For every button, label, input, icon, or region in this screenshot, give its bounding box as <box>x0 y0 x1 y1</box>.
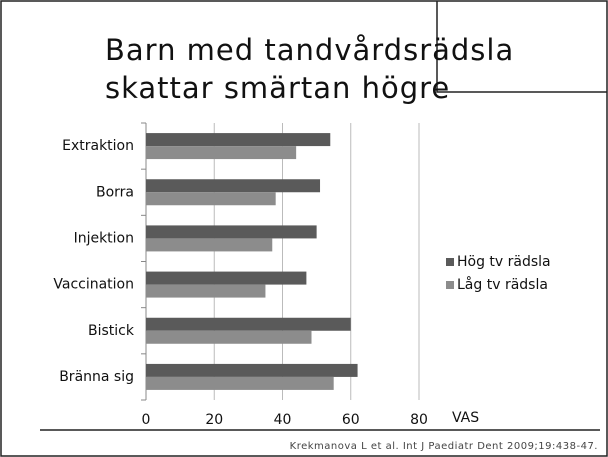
title-line: Barn med tandvårdsrädsla <box>105 33 514 67</box>
y-tick-label: Borra <box>96 184 134 200</box>
title-line: skattar smärtan högre <box>105 71 450 105</box>
corner-box <box>436 1 607 93</box>
y-tick-label: Extraktion <box>62 138 134 154</box>
bar <box>146 146 297 160</box>
bar <box>146 271 307 285</box>
legend-swatch <box>446 281 454 289</box>
bar <box>146 179 321 193</box>
bar <box>146 225 317 239</box>
legend-label: Hög tv rädsla <box>457 254 551 270</box>
legend-label: Låg tv rädsla <box>457 276 548 293</box>
bar <box>146 133 331 147</box>
y-tick-label: Vaccination <box>53 277 134 293</box>
y-tick-label: Injektion <box>74 230 134 246</box>
x-tick-label: 80 <box>410 412 428 428</box>
x-tick-label: 60 <box>342 412 360 428</box>
bar <box>146 330 312 344</box>
x-tick-label: 20 <box>205 412 223 428</box>
bar <box>146 238 273 252</box>
bar <box>146 363 358 377</box>
y-tick-label: Bränna sig <box>59 369 134 385</box>
x-tick-label: 40 <box>274 412 292 428</box>
bar <box>146 284 266 298</box>
citation: Krekmanova L et al. Int J Paediatr Dent … <box>290 441 598 452</box>
bar <box>146 317 351 331</box>
x-tick-label: 0 <box>142 412 151 428</box>
y-tick-label: Bistick <box>88 323 135 339</box>
legend-swatch <box>446 258 454 266</box>
bar <box>146 192 276 206</box>
x-axis-label: VAS <box>452 410 479 426</box>
bar <box>146 376 334 390</box>
